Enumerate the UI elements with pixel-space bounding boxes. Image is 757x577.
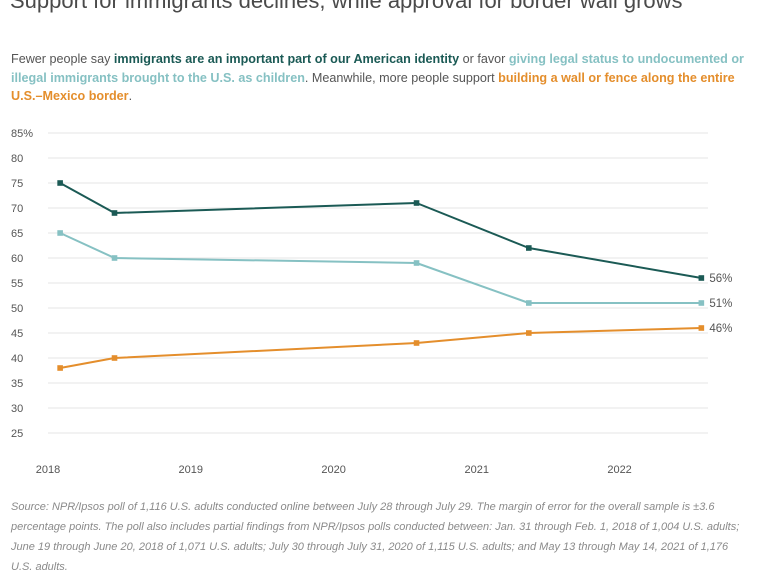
- series-1-point: [57, 180, 63, 186]
- y-tick-label: 50: [11, 303, 23, 315]
- subtitle-highlight-american-identity: immigrants are an important part of our …: [113, 52, 460, 66]
- series-3-point: [698, 325, 705, 331]
- series-2-point: [698, 300, 705, 306]
- subtitle-highlight-border-wall: building a wall or fence along the entir…: [11, 70, 735, 104]
- x-tick-label: 2018: [36, 464, 60, 476]
- series-1-point: [698, 275, 705, 281]
- chart-subtitle: Fewer people say immigrants are an impor…: [11, 50, 746, 106]
- series-1-point: [111, 210, 118, 216]
- x-tick-label: 2019: [179, 464, 203, 476]
- y-tick-label: 80: [11, 153, 23, 165]
- y-tick-label: 45: [11, 328, 23, 340]
- series-line-2: [59, 232, 702, 304]
- y-tick-label: 30: [11, 403, 23, 415]
- y-tick-label: 35: [11, 378, 23, 390]
- subtitle-text: Fewer people say: [11, 52, 114, 66]
- series-1-point: [413, 200, 420, 206]
- source-note: Source: NPR/Ipsos poll of 1,116 U.S. adu…: [11, 501, 740, 573]
- series-2-point: [57, 230, 63, 236]
- series-1-end-label: 56%: [709, 273, 732, 285]
- x-tick-label: 2021: [465, 464, 489, 476]
- line-chart: 25 30 35 40 45 50 55 60 65 70 75 80 85% 2018 2019 2020 2…: [11, 128, 732, 476]
- x-tick-label: 2020: [321, 464, 345, 476]
- series-3-point: [111, 355, 118, 361]
- chart-title: Support for immigrants declines, while a…: [10, 0, 683, 13]
- series-2-point: [413, 260, 420, 266]
- x-tick-label: 2022: [607, 464, 631, 476]
- y-tick-label: 85%: [11, 128, 33, 140]
- y-tick-label: 25: [11, 428, 23, 440]
- y-tick-label: 75: [11, 178, 23, 190]
- y-tick-label: 65: [11, 228, 23, 240]
- y-tick-label: 70: [11, 203, 23, 215]
- subtitle-highlight-legal-status: giving legal status to undocumented or i…: [11, 52, 744, 85]
- series-line-1: [59, 182, 702, 279]
- series-line-3: [59, 327, 702, 369]
- subtitle-text: .: [128, 89, 133, 103]
- y-tick-label: 40: [11, 353, 23, 365]
- y-tick-label: 55: [11, 278, 23, 290]
- series-2-end-label: 51%: [709, 298, 732, 310]
- series-3-point: [526, 330, 532, 336]
- series-3-point: [413, 340, 420, 346]
- y-tick-label: 60: [11, 253, 23, 265]
- subtitle-text: . Meanwhile, more people support: [304, 70, 499, 85]
- series-3-end-label: 46%: [709, 323, 732, 335]
- series-2-point: [526, 300, 532, 306]
- series-3-point: [57, 365, 63, 371]
- series-2-point: [111, 255, 118, 261]
- series-1-point: [526, 245, 532, 251]
- subtitle-text: or favor: [459, 52, 509, 66]
